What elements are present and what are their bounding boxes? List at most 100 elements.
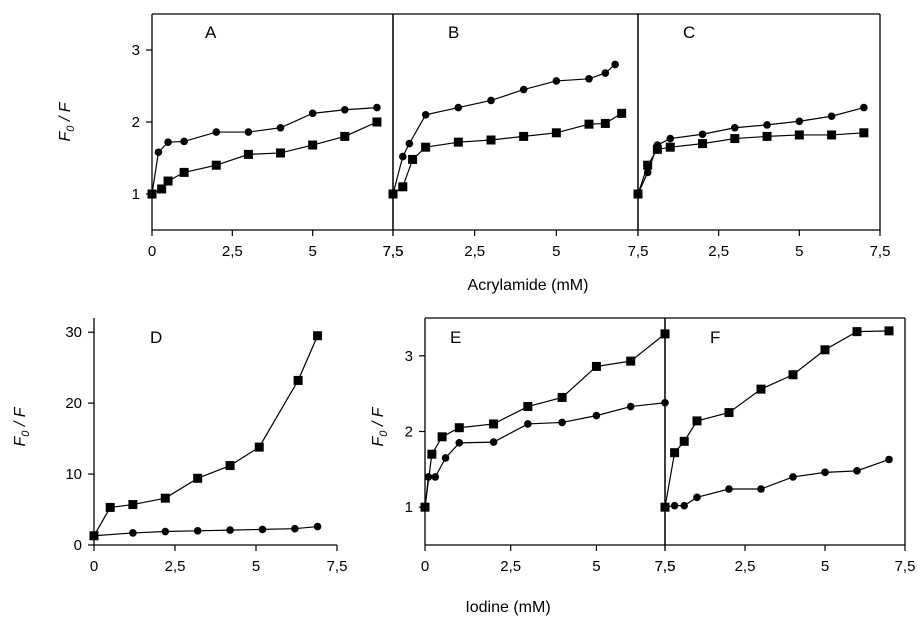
panel-c-circle-point xyxy=(795,117,804,126)
panel-e-y-axis-title: F0 / F xyxy=(370,406,390,446)
panel-a-square-point xyxy=(276,148,286,158)
panel-c: 7,5 2,5 5 7,5 C xyxy=(628,13,890,260)
panel-e-x-tick-label: 2,5 xyxy=(500,558,521,575)
panel-a-circle-series-line xyxy=(151,107,377,195)
panel-e-circle-point xyxy=(431,473,440,481)
panel-d-x-tick-label: 5 xyxy=(252,558,260,575)
panel-d-square-point xyxy=(225,461,235,471)
panel-b-square-point xyxy=(519,131,529,141)
panel-d-square-series-line xyxy=(93,335,319,537)
panel-e-circle-point xyxy=(558,418,566,427)
y-title-sub: 0 xyxy=(65,125,77,132)
panel-b-square-point xyxy=(600,118,610,128)
panel-f-circle-series-line xyxy=(664,458,890,508)
panel-e-label: E xyxy=(450,328,461,347)
panel-b-square-point xyxy=(617,108,627,118)
panel-d-circle-point xyxy=(90,531,98,540)
panel-e-circle-point xyxy=(421,503,429,511)
panel-e-square-point xyxy=(427,449,437,459)
panel-e-x-tick-label: 0 xyxy=(421,558,429,575)
panel-b-x-tick-label: 2,5 xyxy=(464,243,485,260)
panel-d-x-tick-label: 0 xyxy=(90,558,98,575)
panel-a-circle-point xyxy=(154,148,163,157)
panel-c-circle-point xyxy=(860,103,868,112)
panel-b-circle-point xyxy=(487,96,495,105)
panel-c-square-point xyxy=(730,134,740,144)
y-title-rest: / F xyxy=(12,406,29,430)
panel-a-square-point xyxy=(308,140,318,150)
panel-b-square-point xyxy=(551,128,561,138)
panel-f-label: F xyxy=(710,328,720,347)
panel-b-circle-point xyxy=(611,60,619,69)
panel-b-label: B xyxy=(448,23,459,42)
panel-d-y-tick-label: 30 xyxy=(65,324,82,341)
panel-c-x-tick-label: 2,5 xyxy=(708,243,729,260)
panel-d-x-tick-label: 2,5 xyxy=(165,558,186,575)
panel-c-circle-point xyxy=(666,134,675,143)
panel-a-y-axis-title: F0 / F xyxy=(57,101,77,141)
panel-b-circle-point xyxy=(405,139,414,148)
panel-c-square-point xyxy=(859,128,869,138)
panel-d-circle-point xyxy=(129,529,137,537)
panel-a-square-point xyxy=(163,176,173,186)
panel-b-circle-point xyxy=(399,152,407,161)
panel-c-square-point xyxy=(762,131,772,141)
panel-d-label: D xyxy=(150,328,162,347)
panel-f-x-tick-label: 7,5 xyxy=(895,558,916,575)
panel-c-square-point xyxy=(794,130,804,140)
panel-e-circle-point xyxy=(626,402,635,411)
panel-c-circle-point xyxy=(698,130,707,139)
panel-d-square-point xyxy=(254,442,264,452)
panel-e-square-series-line xyxy=(424,333,666,508)
y-title-sub: 0 xyxy=(378,430,390,437)
panel-e-y-tick-label: 1 xyxy=(405,499,413,516)
panel-e-square-point xyxy=(437,432,447,442)
panel-a-circle-point xyxy=(244,128,253,136)
panel-e-square-point xyxy=(489,419,499,429)
panel-d-circle-point xyxy=(193,527,202,535)
y-title-main: F xyxy=(57,131,74,142)
panel-f-x-tick-label: 7,5 xyxy=(655,558,676,575)
panel-a-square-point xyxy=(211,160,221,170)
panel-b: 7,5 2,5 5 B xyxy=(383,13,639,260)
panel-d-y-axis-title: F0 / F xyxy=(12,406,32,446)
panel-a-label: A xyxy=(205,23,217,42)
panel-a-square-point xyxy=(372,117,382,127)
panel-e-square-point xyxy=(523,402,533,412)
panel-f-square-series-line xyxy=(664,330,890,508)
panel-a-square-point xyxy=(243,149,253,159)
panel-a-square-point xyxy=(179,167,189,177)
panel-d-square-point xyxy=(105,502,115,512)
panel-a-y-tick-label: 2 xyxy=(132,114,140,131)
panel-d-y-tick-label: 10 xyxy=(65,466,82,483)
panel-c-square-point xyxy=(652,144,662,154)
y-title-main: F xyxy=(12,436,29,447)
panel-a-circle-point xyxy=(373,103,381,112)
panel-e-circle-point xyxy=(524,420,532,428)
panel-f-circle-point xyxy=(853,467,861,475)
panel-f-square-point xyxy=(756,384,766,394)
panel-c-circle-point xyxy=(827,112,836,121)
panel-b-square-point xyxy=(486,135,496,145)
panel-a-x-tick-label: 0 xyxy=(148,243,156,260)
panel-c-circle-point xyxy=(653,141,662,149)
panel-b-square-point xyxy=(408,154,418,164)
panel-f-circle-point xyxy=(885,455,893,464)
panel-a-circle-point xyxy=(180,137,188,146)
panel-b-square-point xyxy=(421,142,431,152)
panel-e-square-point xyxy=(626,356,636,366)
panel-e-circle-point xyxy=(592,411,601,420)
panel-a-circle-point xyxy=(148,190,156,198)
panel-f-circle-point xyxy=(821,468,829,477)
panel-d-square-point xyxy=(128,500,138,510)
panel-a-circle-point xyxy=(212,128,221,136)
panel-d-circle-point xyxy=(226,526,234,534)
panel-d-circle-point xyxy=(258,525,267,534)
panel-a-x-tick-label: 5 xyxy=(308,243,316,260)
panel-e-square-point xyxy=(454,423,464,433)
panel-f: 7,5 2,5 5 7,5 F xyxy=(655,317,916,575)
panel-f-x-tick-label: 2,5 xyxy=(735,558,756,575)
